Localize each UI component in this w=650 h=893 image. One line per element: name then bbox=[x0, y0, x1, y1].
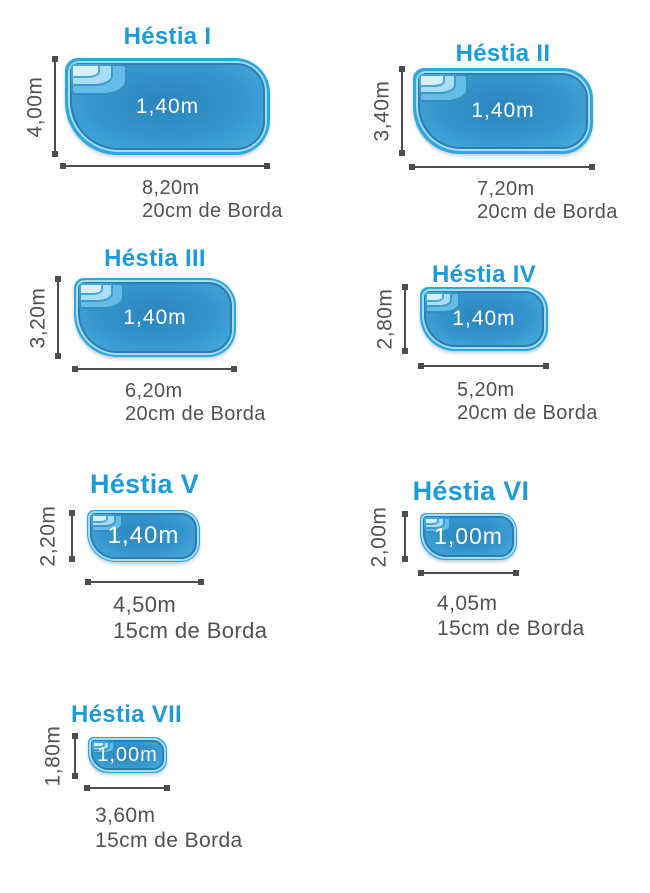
pool-step-icon bbox=[424, 517, 440, 526]
height-dimension: 2,00m bbox=[366, 506, 392, 567]
pool-title: Héstia V bbox=[90, 469, 199, 499]
pool-shape: 1,00m bbox=[420, 513, 517, 560]
pool-step-icon bbox=[419, 74, 445, 87]
pool-title: Héstia VII bbox=[70, 701, 183, 728]
pool-basin: 1,40m bbox=[418, 73, 588, 149]
pool-shape: 1,40m bbox=[87, 510, 200, 562]
horizontal-dimension-line bbox=[409, 164, 595, 170]
pool-basin: 1,00m bbox=[91, 740, 164, 770]
pool-step-icon bbox=[79, 283, 103, 296]
height-label: 1,80m bbox=[41, 725, 64, 787]
height-dimension: 1,80m bbox=[40, 726, 66, 787]
vertical-dimension-line bbox=[69, 510, 75, 562]
height-dimension: 4,00m bbox=[22, 58, 48, 155]
horizontal-dimension-line bbox=[72, 366, 237, 372]
horizontal-dimension-line bbox=[418, 363, 549, 369]
horizontal-dimension-line bbox=[85, 579, 204, 585]
border-note: 20cm de Borda bbox=[125, 403, 266, 425]
pool-step-icon bbox=[71, 64, 100, 78]
pool-title: Héstia I bbox=[123, 23, 212, 50]
height-dimension: 3,20m bbox=[25, 278, 51, 357]
pool-measurements: 4,05m 15cm de Borda bbox=[437, 591, 585, 641]
width-label: 3,60m bbox=[95, 804, 156, 827]
border-note: 20cm de Borda bbox=[457, 402, 598, 424]
vertical-dimension-line bbox=[399, 66, 405, 156]
height-dimension: 3,40m bbox=[369, 68, 395, 154]
width-label: 7,20m bbox=[477, 178, 535, 200]
horizontal-dimension-line bbox=[60, 163, 270, 169]
border-note: 20cm de Borda bbox=[477, 201, 618, 223]
width-label: 5,20m bbox=[457, 379, 515, 401]
pool-title: Héstia IV bbox=[431, 261, 537, 288]
height-label: 4,00m bbox=[23, 76, 46, 137]
width-label: 4,50m bbox=[113, 592, 177, 617]
border-note: 15cm de Borda bbox=[95, 829, 243, 852]
height-label: 2,80m bbox=[373, 288, 396, 350]
pool-measurements: 4,50m 15cm de Borda bbox=[113, 592, 267, 644]
vertical-dimension-line bbox=[72, 733, 78, 779]
depth-label: 1,40m bbox=[123, 305, 187, 329]
width-label: 6,20m bbox=[125, 380, 183, 402]
border-note: 15cm de Borda bbox=[437, 617, 585, 640]
pool-basin: 1,40m bbox=[424, 291, 544, 347]
pool-title: Héstia II bbox=[455, 40, 551, 67]
depth-label: 1,00m bbox=[97, 743, 158, 766]
pool-shape: 1,40m bbox=[413, 68, 593, 154]
pool-title: Héstia III bbox=[104, 245, 206, 272]
pool-basin: 1,00m bbox=[423, 516, 514, 557]
horizontal-dimension-line bbox=[418, 570, 519, 576]
pool-measurements: 3,60m 15cm de Borda bbox=[95, 803, 243, 853]
pool-measurements: 8,20m 20cm de Borda bbox=[142, 177, 283, 223]
depth-label: 1,40m bbox=[452, 307, 516, 330]
depth-label: 1,40m bbox=[107, 522, 180, 549]
pool-basin: 1,40m bbox=[78, 282, 232, 353]
border-note: 20cm de Borda bbox=[142, 200, 283, 222]
height-label: 2,20m bbox=[36, 505, 59, 567]
border-note: 15cm de Borda bbox=[113, 618, 268, 643]
height-dimension: 2,20m bbox=[35, 506, 61, 567]
width-label: 4,05m bbox=[437, 592, 498, 615]
pool-step-icon bbox=[92, 741, 105, 749]
width-label: 8,20m bbox=[142, 177, 200, 199]
pool-title: Héstia VI bbox=[412, 476, 530, 506]
vertical-dimension-line bbox=[55, 276, 61, 359]
depth-label: 1,40m bbox=[471, 99, 535, 122]
vertical-dimension-line bbox=[402, 284, 408, 354]
pool-basin: 1,40m bbox=[90, 513, 197, 559]
pool-measurements: 5,20m 20cm de Borda bbox=[457, 379, 598, 425]
height-label: 3,20m bbox=[26, 287, 49, 348]
pool-shape: 1,40m bbox=[65, 58, 270, 155]
height-label: 3,40m bbox=[370, 80, 393, 142]
pool-shape: 1,40m bbox=[420, 287, 548, 351]
vertical-dimension-line bbox=[402, 511, 408, 562]
depth-label: 1,40m bbox=[135, 94, 200, 118]
pool-measurements: 6,20m 20cm de Borda bbox=[125, 380, 266, 426]
height-label: 2,00m bbox=[367, 506, 390, 567]
pool-shape: 1,40m bbox=[74, 278, 236, 357]
pool-step-icon bbox=[91, 514, 109, 524]
pool-basin: 1,40m bbox=[70, 63, 265, 150]
pool-step-icon bbox=[425, 292, 445, 303]
vertical-dimension-line bbox=[52, 56, 58, 157]
horizontal-dimension-line bbox=[84, 785, 170, 791]
depth-label: 1,00m bbox=[434, 523, 503, 549]
height-dimension: 2,80m bbox=[372, 286, 398, 352]
pool-shape: 1,00m bbox=[88, 737, 167, 773]
pool-measurements: 7,20m 20cm de Borda bbox=[477, 178, 618, 224]
